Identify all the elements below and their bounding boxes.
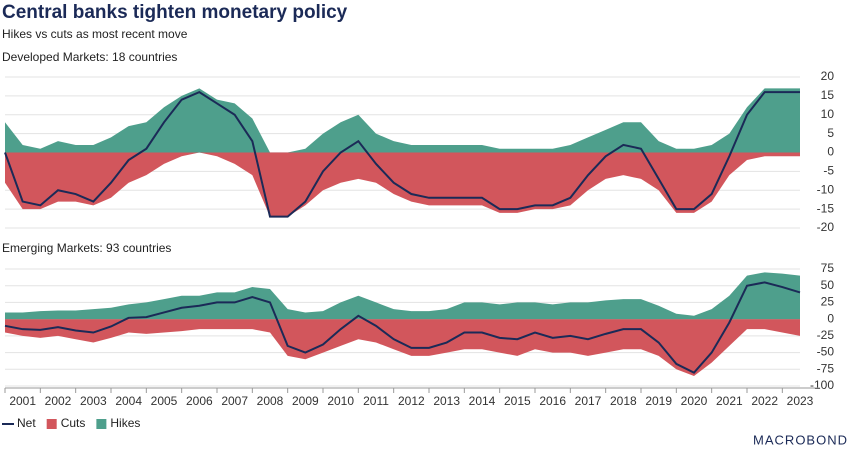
x-tick-label: 2014 [469,394,496,408]
y-tick-label: -15 [817,201,835,215]
logo: MACROBOND [753,432,848,447]
line [4,281,801,374]
x-tick-label: 2020 [681,394,708,408]
x-tick-label: 2023 [787,394,814,408]
chart-subtitle: Hikes vs cuts as most recent move [2,27,188,41]
line [4,90,800,218]
y-tick-label: -75 [817,361,835,375]
y-tick-label: -10 [817,182,835,196]
y-tick-label: 0 [827,145,834,159]
y-tick-label: -5 [823,164,834,178]
y-tick-label: 15 [821,88,835,102]
x-tick-label: 2021 [716,394,743,408]
x-tick-label: 2016 [539,394,566,408]
y-tick-label: 10 [821,107,835,121]
y-tick-label: -25 [817,328,835,342]
y-tick-label: -20 [817,220,835,234]
panel-title: Emerging Markets: 93 countries [2,241,171,255]
area [5,152,800,217]
legend-label: Hikes [110,416,140,430]
x-tick-label: 2008 [257,394,284,408]
x-tick-label: 2012 [398,394,425,408]
area [5,319,800,376]
x-tick-label: 2005 [151,394,178,408]
x-tick-label: 2007 [221,394,248,408]
x-tick-label: 2017 [575,394,602,408]
x-tick-label: 2019 [645,394,672,408]
x-tick-label: 2006 [186,394,213,408]
y-tick-label: -100 [810,378,834,392]
y-tick-label: 50 [821,278,835,292]
area [5,272,800,320]
x-tick-label: 2015 [504,394,531,408]
y-tick-label: -50 [817,345,835,359]
legend-label: Net [17,416,36,430]
y-tick-label: 25 [821,295,835,309]
legend-swatch [46,419,57,429]
y-tick-label: 75 [821,261,835,275]
y-tick-label: 20 [821,69,835,83]
x-tick-label: 2010 [327,394,354,408]
x-tick-label: 2013 [433,394,460,408]
x-tick-label: 2002 [45,394,72,408]
x-tick-label: 2022 [751,394,778,408]
x-tick-label: 2009 [292,394,319,408]
area [5,88,800,153]
legend-label: Cuts [61,416,86,430]
chart-title: Central banks tighten monetary policy [2,2,348,23]
legend-swatch [96,419,107,429]
x-tick-label: 2003 [80,394,107,408]
x-tick-label: 2011 [363,394,389,408]
y-tick-label: 5 [827,126,834,140]
x-tick-label: 2004 [115,394,142,408]
x-tick-label: 2001 [9,394,36,408]
y-tick-label: 0 [827,311,834,325]
x-tick-label: 2018 [610,394,637,408]
panel-title: Developed Markets: 18 countries [2,50,177,64]
